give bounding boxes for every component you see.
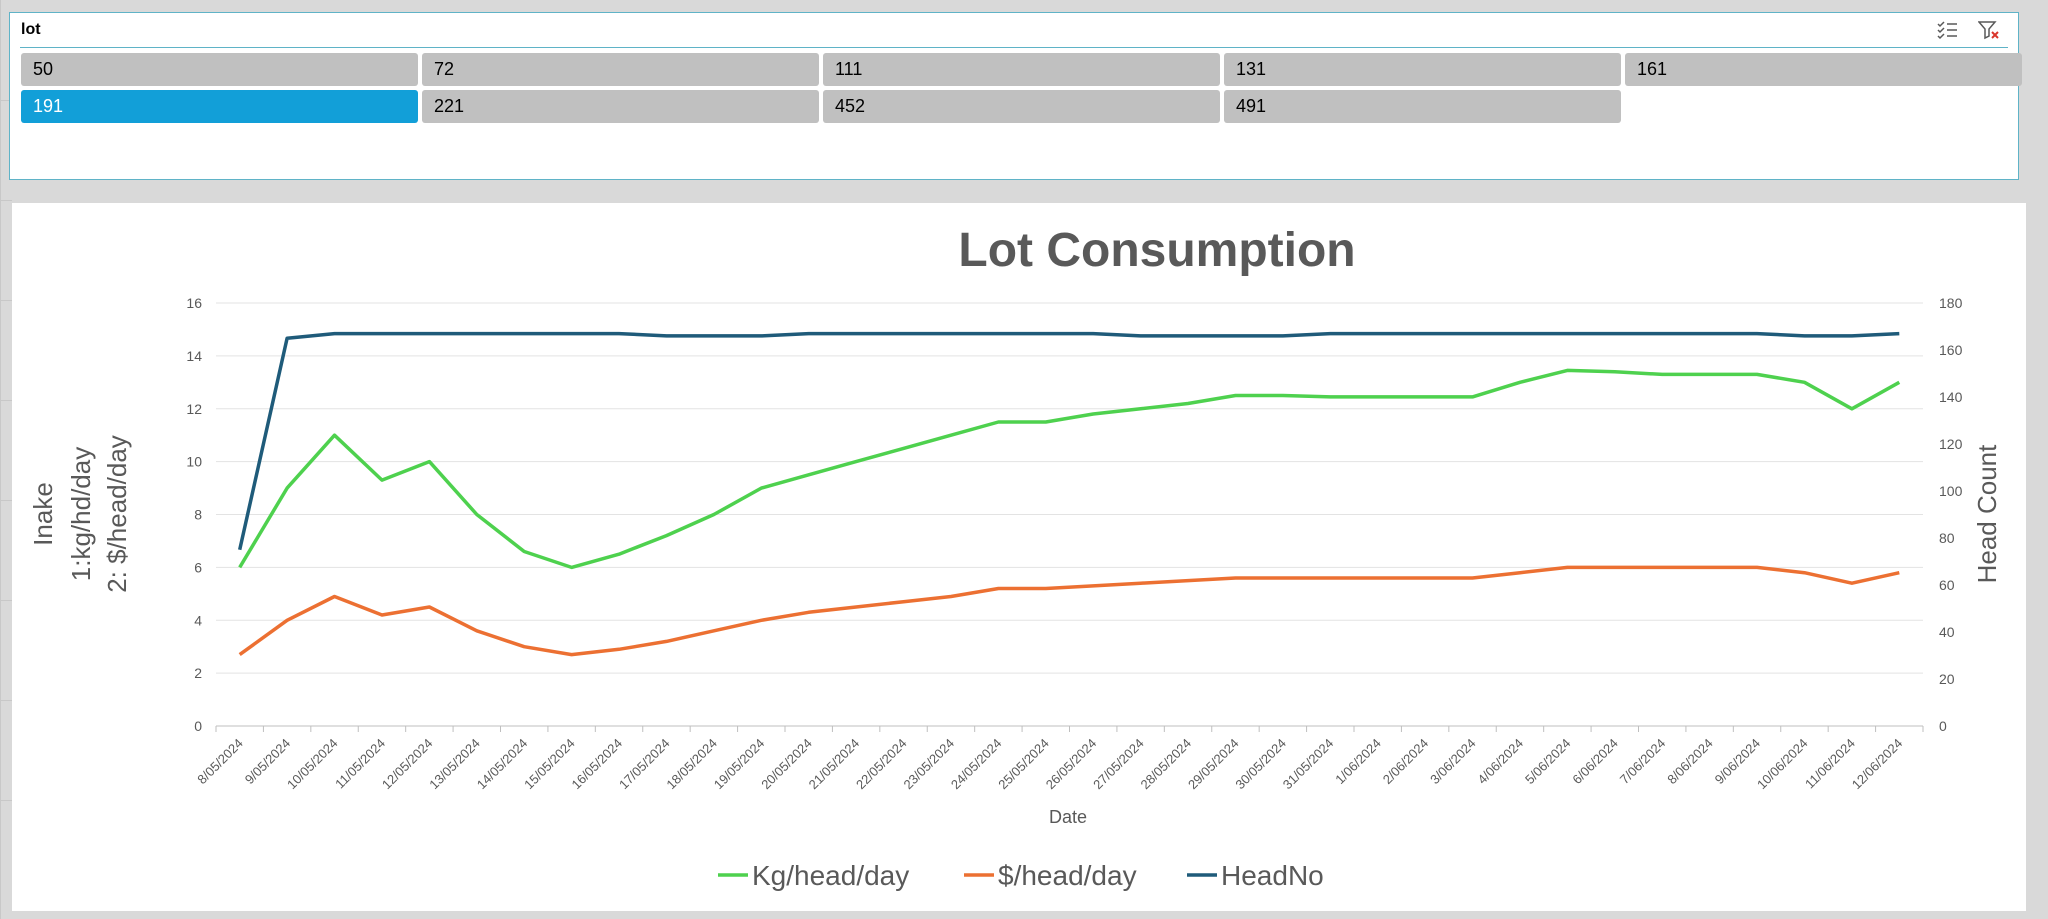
y2-tick-label: 100	[1939, 483, 1963, 499]
y2-tick-label: 80	[1939, 530, 1955, 546]
y2-tick-label: 160	[1939, 342, 1963, 358]
y-axis-title-line: 1:kg/hd/day	[66, 447, 96, 581]
slicer-item-491[interactable]: 491	[1224, 90, 1621, 123]
x-tick-label: 31/05/2024	[1280, 736, 1337, 793]
chart-title: Lot Consumption	[958, 224, 1355, 277]
x-tick-label: 1/06/2024	[1332, 736, 1384, 788]
slicer-title: lot	[21, 21, 41, 38]
y-tick-label: 6	[194, 559, 202, 575]
y2-tick-label: 0	[1939, 718, 1947, 734]
x-tick-label: 7/06/2024	[1617, 736, 1669, 788]
x-tick-label: 14/05/2024	[474, 736, 531, 793]
slicer-header-divider	[20, 47, 2008, 48]
y-tick-label: 10	[186, 454, 202, 470]
y-tick-label: 0	[194, 718, 202, 734]
lot-slicer: lot 50 72 111 131 161 191 221 452 491	[9, 12, 2022, 180]
x-tick-label: 20/05/2024	[758, 736, 815, 793]
y2-tick-label: 140	[1939, 389, 1963, 405]
chart-area: Lot Consumption 0 2 4 6 8 10 12 14 16 0 20 40 60 80 100…	[12, 203, 2026, 911]
y2-tick-label: 20	[1939, 671, 1955, 687]
y-axis-title-line: 2: $/head/day	[102, 435, 132, 593]
slicer-items: 50 72 111 131 161 191 221 452 491	[21, 53, 2022, 123]
x-axis-title: Date	[1049, 807, 1087, 827]
slicer-item-161[interactable]: 161	[1625, 53, 2022, 86]
x-tick-label: 29/05/2024	[1185, 736, 1242, 793]
slicer-item-131[interactable]: 131	[1224, 53, 1621, 86]
legend-label: $/head/day	[998, 860, 1137, 891]
y2-tick-label: 60	[1939, 577, 1955, 593]
legend-label: Kg/head/day	[752, 860, 909, 891]
slicer-item-452[interactable]: 452	[823, 90, 1220, 123]
x-tick-label: 3/06/2024	[1427, 736, 1479, 788]
lot-consumption-chart: Lot Consumption0246810121416020406080100…	[28, 224, 2002, 891]
x-tick-label: 4/06/2024	[1475, 736, 1527, 788]
slicer-item-72[interactable]: 72	[422, 53, 819, 86]
slicer-item-50[interactable]: 50	[21, 53, 418, 86]
series-line-headday	[238, 565, 1900, 657]
x-tick-label: 6/06/2024	[1569, 736, 1621, 788]
x-tick-label: 17/05/2024	[616, 736, 673, 793]
x-tick-label: 5/06/2024	[1522, 736, 1574, 788]
y-tick-label: 2	[194, 665, 202, 681]
y2-tick-label: 40	[1939, 624, 1955, 640]
x-tick-label: 12/06/2024	[1849, 736, 1906, 793]
y2-tick-label: 120	[1939, 436, 1963, 452]
multi-select-icon[interactable]	[1934, 19, 1960, 41]
x-tick-label: 26/05/2024	[1043, 736, 1100, 793]
slicer-item-111[interactable]: 111	[823, 53, 1220, 86]
x-tick-label: 10/05/2024	[284, 736, 341, 793]
y-axis-title-line: Inake	[28, 482, 58, 546]
x-tick-label: 2/06/2024	[1380, 736, 1432, 788]
x-tick-label: 10/06/2024	[1754, 736, 1811, 793]
x-tick-label: 8/06/2024	[1664, 736, 1716, 788]
y-tick-label: 8	[194, 507, 202, 523]
y-tick-label: 14	[186, 348, 202, 364]
y-tick-label: 16	[186, 295, 202, 311]
x-tick-label: 8/05/2024	[194, 736, 246, 788]
slicer-item-221[interactable]: 221	[422, 90, 819, 123]
y2-tick-label: 180	[1939, 295, 1963, 311]
series-line-kgheadday	[238, 368, 1901, 570]
legend-label: HeadNo	[1221, 860, 1324, 891]
y-tick-label: 12	[186, 401, 202, 417]
x-tick-label: 23/05/2024	[900, 736, 957, 793]
series-line-headno	[237, 331, 1900, 551]
slicer-item-191[interactable]: 191	[21, 90, 418, 123]
clear-filter-icon[interactable]	[1976, 19, 2002, 41]
y2-axis-title: Head Count	[1972, 444, 2002, 584]
y-tick-label: 4	[194, 612, 202, 628]
